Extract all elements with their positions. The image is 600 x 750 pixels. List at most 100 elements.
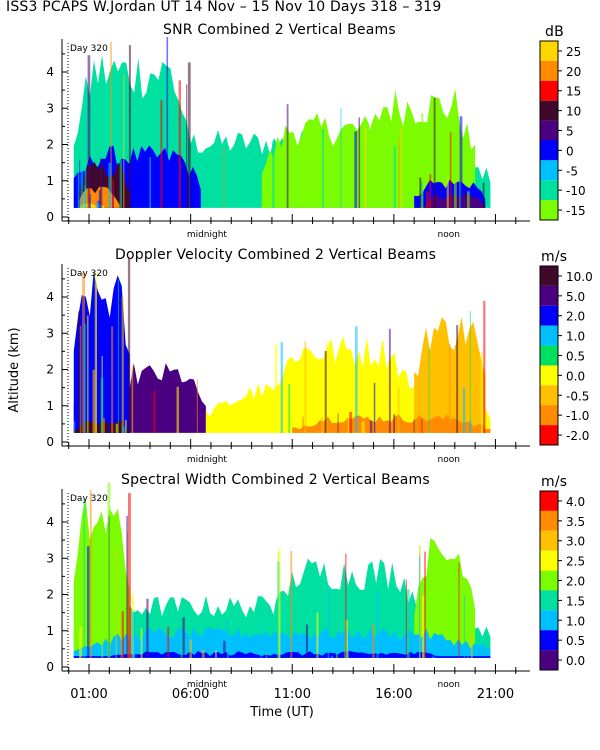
data-streak [458, 562, 460, 658]
colorbar-swatch [540, 180, 558, 201]
data-streak [121, 611, 124, 658]
y-tick-label: 0 [46, 660, 54, 674]
data-streak [140, 628, 143, 658]
data-streak [84, 127, 87, 208]
data-streak [127, 258, 131, 433]
y-tick-label: 3 [46, 101, 54, 115]
data-streak [347, 348, 350, 433]
colorbar-label: 2.0 [566, 575, 585, 589]
data-streak [87, 546, 90, 658]
data-streak [421, 418, 423, 433]
data-streak [393, 146, 396, 208]
data-streak [432, 656, 436, 658]
data-streak [316, 612, 319, 658]
colorbar-swatch [540, 120, 558, 141]
data-streak [153, 390, 156, 433]
data-streak [446, 178, 449, 208]
data-streak [428, 347, 430, 433]
data-streak [112, 187, 114, 208]
data-streak [79, 325, 82, 433]
data-streak [376, 590, 379, 658]
colorbar-swatch [540, 285, 558, 306]
data-streak [187, 62, 191, 209]
data-streak [456, 325, 459, 433]
colorbar-label: 5 [566, 125, 574, 139]
data-streak [149, 157, 151, 208]
data-streak [407, 589, 410, 658]
data-streak [223, 640, 226, 658]
data-streak [274, 344, 278, 433]
noon-label: noon [438, 680, 460, 690]
colorbar-label: 25 [566, 45, 581, 59]
colorbar-label: 10 [566, 105, 581, 119]
data-streak [128, 493, 131, 658]
colorbar-label: -0.5 [566, 389, 589, 403]
data-streak [201, 649, 205, 658]
colorbar-label: 3.0 [566, 535, 585, 549]
data-streak [260, 612, 262, 658]
data-streak [78, 311, 80, 433]
data-streak [111, 326, 114, 433]
colorbar-swatch [540, 305, 558, 326]
day-marker-label: Day 320 [70, 44, 108, 54]
y-tick-label: 3 [46, 551, 54, 565]
data-layer [363, 88, 476, 208]
colorbar-swatch [540, 325, 558, 346]
panel-3-unit: m/s [541, 474, 568, 490]
colorbar-label: 2.5 [566, 555, 585, 569]
data-streak [290, 551, 293, 658]
data-streak [87, 55, 91, 209]
colorbar-label: 1.5 [566, 594, 585, 608]
data-streak [95, 201, 99, 208]
data-streak [131, 365, 134, 433]
data-streak [420, 182, 423, 208]
data-streak [89, 489, 92, 658]
data-streak [123, 74, 125, 208]
data-streak [400, 127, 403, 208]
data-streak [79, 160, 81, 208]
data-streak [108, 162, 112, 208]
data-streak [354, 131, 358, 208]
data-streak [79, 626, 83, 658]
data-streak [330, 655, 334, 658]
y-tick-label: 2 [46, 363, 54, 377]
data-streak [419, 177, 422, 208]
data-streak [327, 588, 330, 658]
data-streak [288, 383, 291, 433]
midnight-label: midnight [187, 230, 228, 240]
data-streak [160, 100, 163, 208]
data-streak [429, 174, 432, 208]
data-streak [302, 416, 304, 433]
x-tick-label: 21:00 [477, 687, 514, 702]
colorbar-label: 20 [566, 65, 581, 79]
colorbar-label: -10 [566, 184, 586, 198]
colorbar-label: 2.0 [566, 310, 585, 324]
data-streak [372, 624, 375, 658]
data-streak [421, 113, 424, 208]
colorbar-swatch [540, 100, 558, 121]
data-streak [393, 414, 395, 433]
data-streak [286, 104, 289, 208]
y-tick-label: 4 [46, 515, 54, 529]
midnight-label: midnight [187, 455, 228, 465]
data-streak [405, 579, 407, 658]
colorbar-swatch [540, 491, 558, 511]
data-streak [86, 205, 88, 208]
y-tick-label: 0 [46, 435, 54, 449]
data-streak [272, 140, 275, 208]
data-streak [373, 382, 376, 433]
colorbar-swatch [540, 590, 558, 611]
data-streak [121, 426, 125, 433]
colorbar-swatch [540, 510, 558, 531]
panel-2-streaks [73, 258, 486, 433]
colorbar-label: 1.0 [566, 330, 585, 344]
colorbar-swatch [540, 530, 558, 551]
data-streak [121, 297, 124, 433]
data-streak [449, 132, 452, 208]
data-streak [470, 635, 473, 658]
data-streak [448, 343, 451, 433]
colorbar-label: 0 [566, 144, 574, 158]
data-streak [128, 45, 131, 208]
y-tick-label: 1 [46, 624, 54, 638]
data-streak [102, 417, 105, 433]
